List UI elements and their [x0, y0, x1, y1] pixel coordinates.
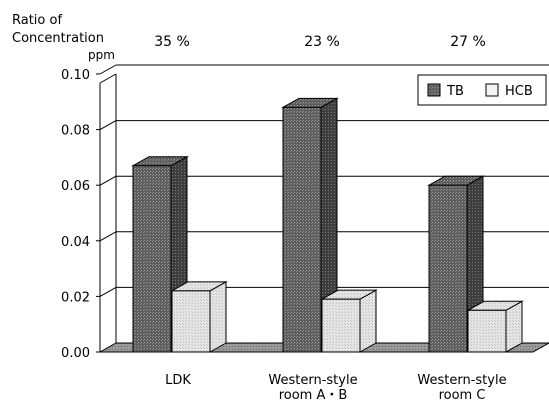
bar-side — [359, 289, 377, 353]
top-depth-edge — [99, 73, 117, 84]
legend-label-tb: TB — [446, 84, 464, 99]
legend-swatch-tb — [427, 83, 441, 97]
gridline-depth — [99, 286, 117, 297]
y-tick-label: 0.00 — [61, 346, 90, 361]
bar-hcb-1 — [320, 289, 378, 353]
bars — [131, 97, 524, 353]
y-tick-labels: 0.00 0.02 0.04 0.06 0.08 0.10 — [61, 68, 90, 361]
x-category-label: Western-style — [417, 373, 506, 388]
legend: TB HCB — [417, 74, 547, 106]
bar-side — [209, 280, 227, 353]
y-tick-label: 0.08 — [61, 124, 90, 139]
bar-front — [428, 184, 468, 353]
ratio-label-room-ab: 23 % — [304, 34, 340, 50]
x-category-label: room C — [439, 388, 486, 401]
legend-label-hcb: HCB — [505, 84, 533, 99]
y-tick-label: 0.06 — [61, 179, 90, 194]
bar-hcb-0 — [170, 280, 228, 353]
bar-tb-1 — [281, 97, 339, 353]
gridline-depth — [99, 64, 117, 75]
ratio-label-ldk: 35 % — [154, 34, 190, 50]
bar-front — [467, 309, 507, 353]
bar-front — [282, 106, 322, 353]
y-tick-label: 0.02 — [61, 290, 90, 305]
x-category-label: room A・B — [279, 388, 348, 401]
gridline-depth — [99, 175, 117, 186]
gridline-depth — [99, 120, 117, 131]
gridline-depth — [99, 231, 117, 242]
ratio-label-room-c: 27 % — [450, 34, 486, 50]
bar-front — [321, 298, 361, 353]
y-axis-title-line2: Concentration — [12, 31, 104, 46]
x-category-label: LDK — [165, 373, 191, 388]
bar-front — [171, 290, 211, 353]
bar-hcb-2 — [466, 300, 524, 353]
y-tick-label: 0.04 — [61, 235, 90, 250]
legend-swatch-hcb — [485, 83, 499, 97]
y-axis-title-line1: Ratio of — [12, 13, 62, 28]
y-axis-unit: ppm — [88, 48, 115, 62]
bar-front — [132, 165, 172, 353]
x-category-label: Western-style — [268, 373, 357, 388]
y-tick-label: 0.10 — [61, 68, 90, 83]
